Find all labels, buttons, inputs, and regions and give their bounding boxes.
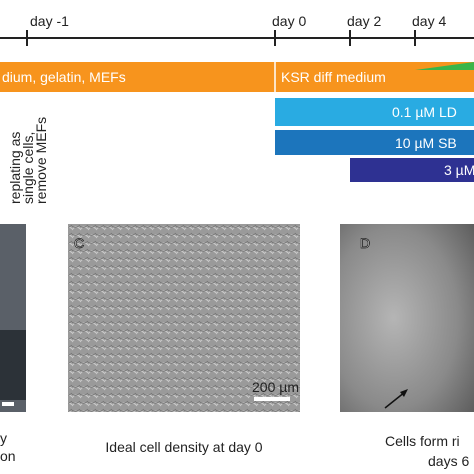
treatment-bar [350,158,474,182]
scale-bar-label: 200 µm [252,379,299,395]
panel-label: C [74,235,84,251]
bar-label: dium, gelatin, MEFs [2,69,126,85]
note: replating as single cells, remove MEFs [7,117,49,204]
day-ticks [26,30,416,46]
bar-label: 0.1 µM LD [392,104,457,120]
caption: days 6 [428,453,469,469]
bar-label: 10 µM SB [395,135,457,151]
treatment-bar [275,130,474,155]
day-label: day -1 [30,13,69,29]
wedge [415,62,474,70]
micrograph [340,224,474,412]
day-label: day 0 [272,13,306,29]
micrograph [68,224,300,412]
day-label: day 2 [347,13,381,29]
caption: Ideal cell density at day 0 [105,439,262,455]
medium-bar [0,62,474,92]
caption: on [0,448,16,464]
day-label: day 4 [412,13,446,29]
caption: Cells form ri [385,433,460,449]
treatment-bar [275,98,474,126]
bar-label: KSR diff medium [281,69,386,85]
caption: y [0,430,7,446]
bar-label: 3 µM [444,162,474,178]
panel-label: D [360,235,370,251]
